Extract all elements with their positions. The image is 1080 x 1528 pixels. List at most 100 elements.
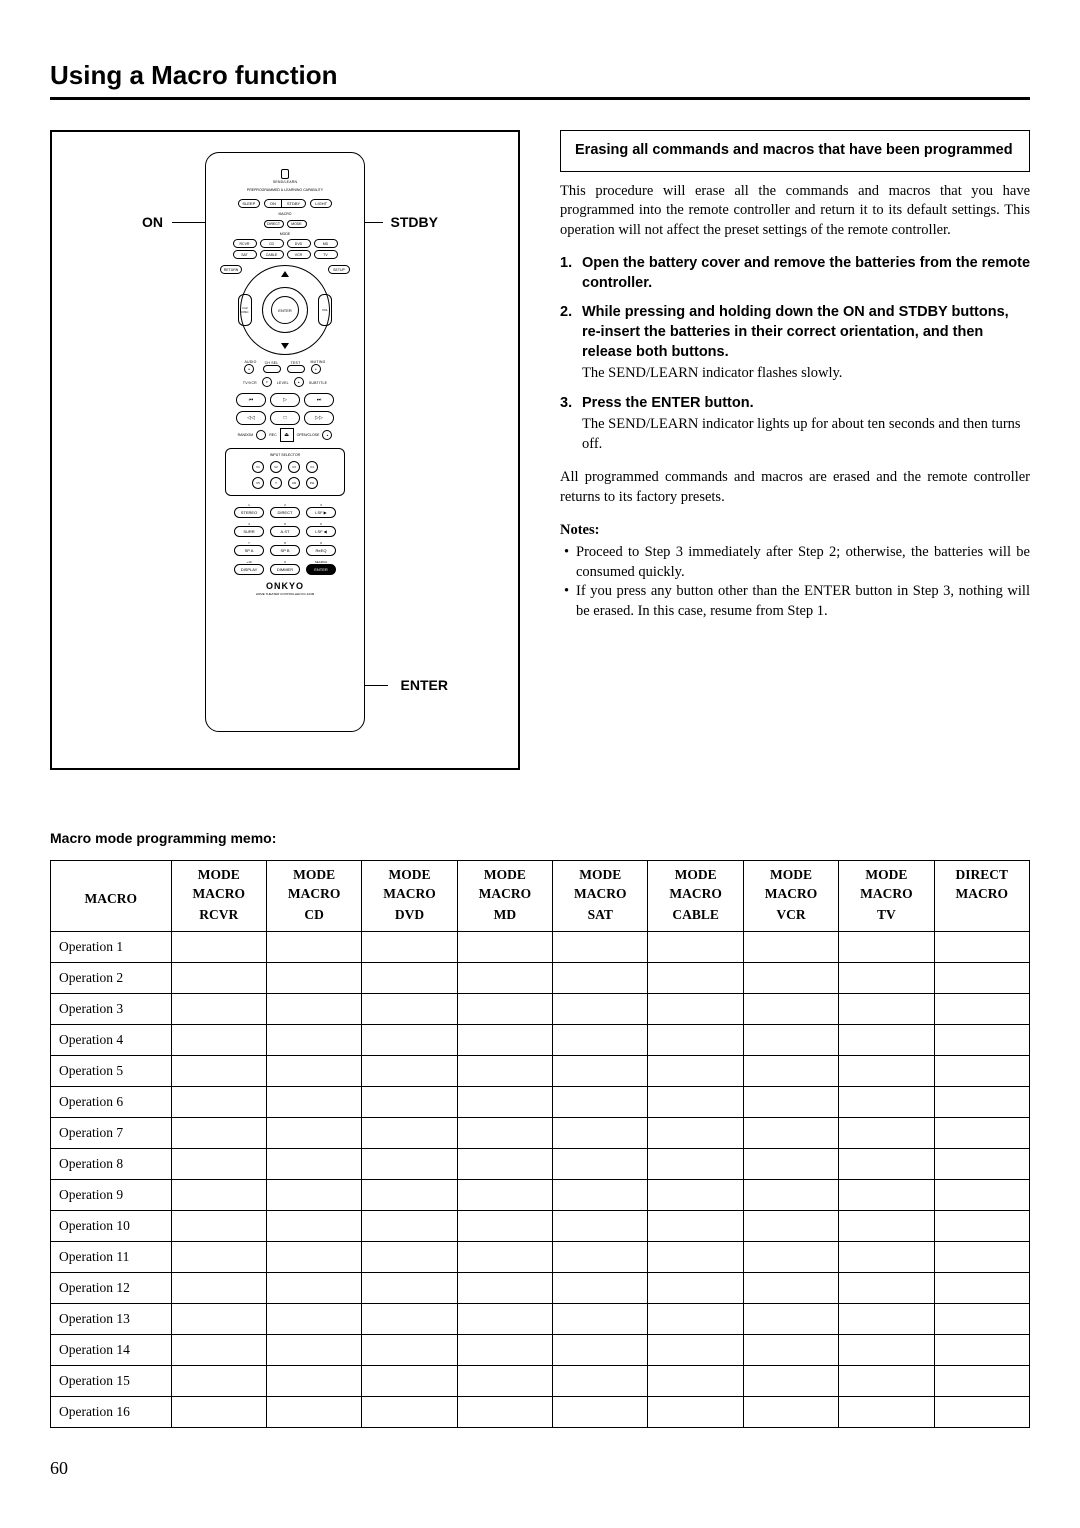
remote-figure: ON STDBY ENTER SEND/LEARN PREPROGRAMMED …	[50, 130, 520, 770]
table-row: Operation 11	[51, 1241, 1030, 1272]
memo-cell	[266, 1396, 361, 1427]
memo-cell	[743, 1241, 838, 1272]
memo-cell	[457, 1148, 552, 1179]
th-rcvr: RCVR	[171, 905, 266, 931]
th-macro-2: MACRO	[266, 883, 361, 905]
memo-cell	[171, 1086, 266, 1117]
rec-label: REC	[269, 433, 276, 437]
preprog-label: PREPROGRAMMED & LEARNING CAPABILITY	[247, 188, 323, 192]
sleep-button: SLEEP	[238, 199, 260, 208]
muting-label: MUTING	[311, 360, 326, 364]
sendlearn-label: SEND/LEARN	[273, 180, 297, 184]
memo-cell	[934, 1024, 1029, 1055]
memo-cell	[457, 993, 552, 1024]
mode-rcvr: RCVR	[233, 239, 257, 248]
memo-cell	[362, 1241, 457, 1272]
memo-cell	[553, 993, 648, 1024]
th-mode-3: MODE	[362, 861, 457, 884]
memo-table: MACRO MODE MODE MODE MODE MODE MODE MODE…	[50, 860, 1030, 1428]
memo-cell	[839, 1148, 934, 1179]
memo-cell	[171, 1055, 266, 1086]
th-macro-8: MACRO	[839, 883, 934, 905]
memo-cell	[457, 1303, 552, 1334]
memo-cell	[553, 1210, 648, 1241]
table-row: Operation 14	[51, 1334, 1030, 1365]
brand-sub: HOME THEATER CONTROLLER RC-443M	[256, 592, 315, 596]
brand-logo: ONKYO	[266, 581, 304, 591]
level-label: LEVEL	[277, 381, 289, 385]
operation-label: Operation 4	[51, 1024, 172, 1055]
memo-cell	[839, 1396, 934, 1427]
up-icon	[281, 271, 289, 277]
th-macro-4: MACRO	[457, 883, 552, 905]
page-number: 60	[50, 1458, 1030, 1479]
input-selector-label: INPUT SELECTOR	[270, 453, 300, 457]
memo-cell	[362, 993, 457, 1024]
top-section: ON STDBY ENTER SEND/LEARN PREPROGRAMMED …	[50, 130, 1030, 770]
th-vcr: VCR	[743, 905, 838, 931]
table-row: Operation 3	[51, 993, 1030, 1024]
memo-cell	[934, 1241, 1029, 1272]
prev-button: ◁◁	[236, 411, 266, 425]
memo-cell	[553, 1396, 648, 1427]
memo-cell	[362, 1086, 457, 1117]
memo-cell	[648, 931, 743, 962]
memo-cell	[839, 1365, 934, 1396]
input-t: T	[270, 477, 282, 489]
memo-cell	[839, 1117, 934, 1148]
bullet-icon: •	[560, 543, 576, 582]
th-macro-9: MACRO	[934, 883, 1029, 905]
memo-cell	[648, 1179, 743, 1210]
chsel-label: CH SEL	[263, 361, 281, 365]
stop-button: □	[270, 411, 300, 425]
operation-label: Operation 13	[51, 1303, 172, 1334]
operation-label: Operation 5	[51, 1055, 172, 1086]
transport-controls: ⏮ ▷ ⏭ ◁◁ □ ▷▷	[236, 393, 334, 425]
memo-cell	[553, 1179, 648, 1210]
th-tv: TV	[839, 905, 934, 931]
memo-cell	[839, 993, 934, 1024]
th-md: MD	[457, 905, 552, 931]
th-macro-6: MACRO	[648, 883, 743, 905]
th-mode-4: MODE	[457, 861, 552, 884]
th-macro: MACRO	[51, 861, 172, 932]
memo-cell	[743, 931, 838, 962]
memo-cell	[457, 1272, 552, 1303]
memo-cell	[171, 1272, 266, 1303]
memo-cell	[839, 1210, 934, 1241]
memo-cell	[362, 1396, 457, 1427]
memo-cell	[457, 931, 552, 962]
numpad: 1STEREO 2DIRECT 3LSF ▶ 4SURR 5A.ST 6LSF …	[234, 502, 336, 575]
table-row: Operation 15	[51, 1365, 1030, 1396]
memo-cell	[648, 1272, 743, 1303]
memo-cell	[648, 1210, 743, 1241]
erase-outro: All programmed commands and macros are e…	[560, 468, 1030, 507]
th-macro-3: MACRO	[362, 883, 457, 905]
enter-button-bottom: ENTER	[306, 564, 336, 575]
memo-cell	[266, 1086, 361, 1117]
step-1-num: 1.	[560, 254, 582, 293]
th-dvd: DVD	[362, 905, 457, 931]
input-selector: INPUT SELECTOR V1 V2 V3 V4 V5 T CD PH	[225, 448, 345, 496]
memo-cell	[266, 1024, 361, 1055]
memo-cell	[171, 1117, 266, 1148]
note-1: • Proceed to Step 3 immediately after St…	[560, 543, 1030, 582]
memo-cell	[171, 931, 266, 962]
mode-dvd: DVD	[287, 239, 311, 248]
memo-cell	[553, 1241, 648, 1272]
memo-cell	[457, 1179, 552, 1210]
memo-cell	[648, 1334, 743, 1365]
memo-cell	[362, 1055, 457, 1086]
operation-label: Operation 2	[51, 962, 172, 993]
memo-cell	[934, 931, 1029, 962]
light-button: LIGHT	[310, 199, 332, 208]
th-macro-1: MACRO	[171, 883, 266, 905]
memo-cell	[743, 993, 838, 1024]
num-7: SP A	[234, 545, 264, 556]
led-icon	[281, 169, 289, 179]
audio-label: AUDIO	[244, 360, 256, 364]
mode-md: MD	[314, 239, 338, 248]
memo-cell	[457, 1210, 552, 1241]
vol-button: VOL	[318, 294, 332, 326]
note-2: • If you press any button other than the…	[560, 582, 1030, 621]
